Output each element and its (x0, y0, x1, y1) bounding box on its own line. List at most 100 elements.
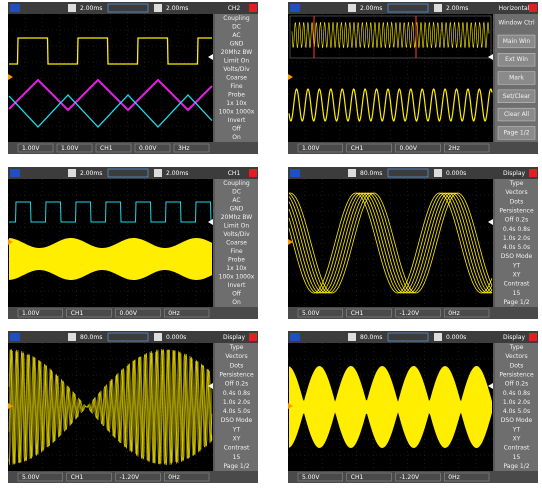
menu-item[interactable]: 15 (513, 454, 521, 461)
menu-item[interactable]: Probe (228, 92, 245, 99)
menu-item[interactable]: Main Win (503, 38, 531, 45)
menu-item[interactable]: Volts/Div (223, 231, 250, 238)
close-button[interactable] (529, 4, 537, 12)
channel-marker (288, 74, 293, 80)
menu-item[interactable]: 15 (233, 454, 241, 461)
menu-item[interactable]: Off 0.2s (225, 381, 248, 388)
menu-item[interactable]: Coupling (223, 180, 250, 187)
close-button[interactable] (249, 169, 257, 177)
menu-item[interactable]: Coarse (226, 240, 247, 247)
menu-item[interactable]: Dots (510, 362, 524, 369)
menu-item[interactable]: DC (232, 23, 241, 30)
menu-item[interactable]: Dots (230, 362, 244, 369)
menu-item[interactable]: Volts/Div (223, 66, 250, 73)
menu-item[interactable]: AC (232, 32, 240, 39)
mode-badge (434, 333, 442, 341)
menu-item[interactable]: Page 1/2 (503, 129, 529, 136)
menu-item[interactable]: Probe (228, 257, 245, 264)
menu-item[interactable]: On (232, 299, 241, 306)
menu-button[interactable] (497, 89, 536, 103)
menu-item[interactable]: XY (233, 436, 241, 443)
menu-item[interactable]: Page 1/2 (223, 463, 249, 470)
menu-item[interactable]: 15 (513, 290, 521, 297)
dense-wave (291, 21, 490, 49)
menu-item[interactable]: Set/Clear (503, 93, 531, 100)
menu-item[interactable]: 1.0s 2.0s (503, 235, 530, 242)
menu-item[interactable]: Ext Win (505, 56, 528, 63)
menu-item[interactable]: Page 1/2 (503, 299, 529, 306)
menu-item[interactable]: DSO Mode (501, 417, 533, 424)
menu-item[interactable]: Type (509, 180, 524, 187)
menu-button[interactable] (497, 71, 536, 85)
menu-button[interactable] (497, 126, 536, 140)
menu-item[interactable]: DSO Mode (221, 417, 253, 424)
close-button[interactable] (529, 333, 537, 341)
menu-item[interactable]: 4.0s 5.0s (223, 408, 250, 415)
menu-item[interactable]: GND (230, 40, 244, 47)
menu-item[interactable]: Off (232, 126, 242, 133)
menu-item[interactable]: DC (232, 188, 241, 195)
menu-item[interactable]: Type (229, 344, 244, 351)
menu-item[interactable]: Limit On (224, 57, 250, 64)
menu-item[interactable]: Coupling (223, 15, 250, 22)
menu-item[interactable]: Persistence (219, 372, 254, 379)
menu-item[interactable]: Fine (230, 83, 242, 90)
menu-item[interactable]: Persistence (499, 372, 534, 379)
timebase: 80.0ms (360, 334, 382, 341)
menu-item[interactable]: Off 0.2s (505, 217, 528, 224)
close-button[interactable] (249, 333, 257, 341)
menu-item[interactable]: 1x 10x (226, 100, 247, 107)
menu-item[interactable]: On (232, 134, 241, 141)
menu-item[interactable]: Invert (228, 282, 246, 289)
menu-item[interactable]: 0.4s 0.8s (503, 390, 530, 397)
close-button[interactable] (249, 4, 257, 12)
menu-item[interactable]: 1.0s 2.0s (503, 399, 530, 406)
menu-item[interactable]: 1x 10x (226, 265, 247, 272)
menu-item[interactable]: AC (232, 197, 240, 204)
menu-item[interactable]: Invert (228, 117, 246, 124)
menu-item[interactable]: 1.0s 2.0s (223, 399, 250, 406)
menu-item[interactable]: Off 0.2s (505, 381, 528, 388)
menu-item[interactable]: Mark (509, 75, 524, 82)
menu-item[interactable]: 20Mhz BW (221, 49, 253, 56)
menu-item[interactable]: YT (512, 262, 521, 269)
menu-button[interactable] (497, 34, 536, 49)
menu-item[interactable]: Coarse (226, 75, 247, 82)
menu-item[interactable]: 100x 1000x (219, 274, 255, 281)
menu-item[interactable]: Vectors (505, 353, 527, 360)
menu-item[interactable]: 20Mhz BW (221, 214, 253, 221)
menu-item[interactable]: Fine (230, 248, 242, 255)
menu-item[interactable]: XY (513, 272, 521, 279)
menu-item[interactable]: Persistence (499, 208, 534, 215)
menu-item[interactable]: Window Ctrl (498, 20, 535, 27)
menu-item[interactable]: 100x 1000x (219, 109, 255, 116)
menu-item[interactable]: DSO Mode (501, 253, 533, 260)
status-box (115, 472, 161, 482)
menu-item[interactable]: Limit On (224, 222, 250, 229)
menu-item[interactable]: Contrast (504, 281, 530, 288)
menu-item[interactable]: GND (230, 205, 244, 212)
menu-item[interactable]: YT (512, 426, 521, 433)
menu-item[interactable]: Dots (510, 198, 524, 205)
menu-button[interactable] (497, 107, 536, 122)
menu-item[interactable]: 0.4s 0.8s (223, 390, 250, 397)
menu-item[interactable]: 4.0s 5.0s (503, 408, 530, 415)
menu-item[interactable]: Clear All (504, 111, 529, 118)
menu-item[interactable]: YT (232, 426, 241, 433)
menu-item[interactable]: Type (509, 344, 524, 351)
status-box (444, 308, 490, 318)
menu-item[interactable]: Contrast (224, 445, 250, 452)
menu-item[interactable]: Off (232, 291, 242, 298)
menu-item[interactable]: 0.4s 0.8s (503, 226, 530, 233)
menu-item[interactable]: XY (513, 436, 521, 443)
menu-item[interactable]: Vectors (225, 353, 247, 360)
menu-item[interactable]: Vectors (505, 189, 527, 196)
menu-item[interactable]: Contrast (504, 445, 530, 452)
close-button[interactable] (529, 169, 537, 177)
menu-item[interactable]: 4.0s 5.0s (503, 244, 530, 251)
menu-bg (495, 343, 538, 471)
menu-item[interactable]: Page 1/2 (503, 463, 529, 470)
persistence-trace (288, 192, 493, 294)
delay: 0.000s (446, 170, 466, 177)
menu-button[interactable] (497, 53, 536, 67)
